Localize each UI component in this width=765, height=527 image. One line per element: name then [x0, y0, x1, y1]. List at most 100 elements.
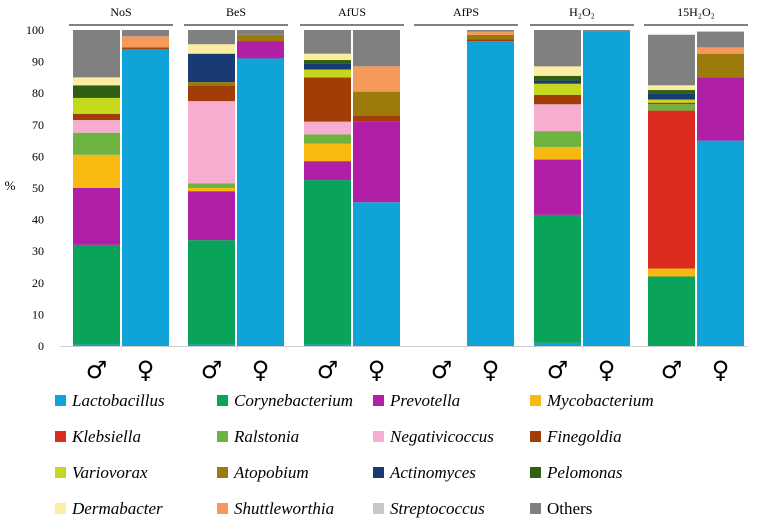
bar-segment-lactobacillus [304, 344, 351, 346]
bar-segment-variovorax [648, 99, 695, 103]
legend-swatch [373, 503, 384, 514]
male-symbol: ♂ [317, 356, 339, 384]
bar-segment-mycobacterium [188, 188, 235, 192]
bar-segment-lactobacillus [697, 140, 744, 346]
bar-segment-actinomyces [188, 53, 235, 83]
male-symbol: ♂ [547, 356, 569, 384]
bar-segment-klebsiella [648, 110, 695, 269]
bar-segment-pelomonas [648, 90, 695, 94]
bar-segment-negativicoccus [304, 121, 351, 135]
female-symbol: ♀ [482, 356, 500, 384]
male-symbol: ♂ [661, 356, 683, 384]
y-tick-label: 0 [38, 339, 44, 353]
legend-swatch [530, 503, 541, 514]
bar-segment-ralstonia [648, 104, 695, 111]
legend-label: Actinomyces [389, 463, 476, 482]
bar-segment-mycobacterium [648, 268, 695, 277]
bar-segment-ralstonia [534, 131, 581, 147]
bar-segment-variovorax [534, 83, 581, 95]
bar-segment-negativicoccus [73, 120, 120, 133]
bar-segment-variovorax [73, 97, 120, 114]
group-title: 15H₂O₂ [677, 5, 715, 19]
bar-segment-corynebacterium [304, 180, 351, 345]
bar-segment-lactobacillus [467, 41, 514, 347]
bar-segment-lactobacillus [583, 31, 630, 347]
y-tick-label: 30 [32, 244, 44, 258]
bar-segment-prevotella [188, 191, 235, 241]
y-axis-label: % [5, 178, 16, 193]
bar-segment-actinomyces [534, 80, 581, 84]
female-symbol: ♀ [137, 356, 155, 384]
bar-segment-shuttleworthia [122, 36, 169, 48]
legend-swatch [55, 431, 66, 442]
bar-segment-prevotella [534, 159, 581, 215]
legend-swatch [217, 395, 228, 406]
legend-swatch [373, 467, 384, 478]
bar-segment-corynebacterium [73, 244, 120, 345]
bar-segment-others [237, 30, 284, 35]
bar-segment-finegoldia [648, 102, 695, 105]
bar-segment-atopobium [237, 34, 284, 42]
male-symbol: ♂ [431, 356, 453, 384]
group-headers: NoS BeS AfUS AfPS H₂O₂ 15H₂O₂ [69, 5, 748, 26]
legend-swatch [217, 431, 228, 442]
bar-segment-others [304, 30, 351, 54]
legend-label: Streptococcus [390, 499, 485, 518]
bar-segment-pelomonas [534, 75, 581, 81]
bar-segment-prevotella [697, 77, 744, 141]
bar-segment-lactobacillus [534, 342, 581, 346]
y-tick-label: 70 [32, 118, 44, 132]
legend-label: Dermabacter [71, 499, 163, 518]
legend-swatch [373, 431, 384, 442]
bar-segment-finegoldia [353, 115, 400, 122]
legend-label: Others [547, 499, 592, 518]
bar-segment-dermabacter [304, 53, 351, 61]
bar-segment-others [122, 30, 169, 37]
female-symbol: ♀ [368, 356, 386, 384]
legend-label: Variovorax [72, 463, 148, 482]
bar-segment-others [467, 30, 514, 32]
bar-segment-prevotella [304, 161, 351, 181]
female-symbol: ♀ [712, 356, 730, 384]
bar-segment-prevotella [73, 188, 120, 245]
y-tick-label: 60 [32, 149, 44, 163]
y-axis: 0 10 20 30 40 50 60 70 80 90 100% [5, 23, 44, 353]
bar-segment-finegoldia [122, 47, 169, 49]
bars [60, 30, 748, 347]
legend-swatch [530, 395, 541, 406]
y-tick-label: 20 [32, 276, 44, 290]
bar-segment-lactobacillus [353, 202, 400, 346]
legend-label: Corynebacterium [234, 391, 353, 410]
bar-segment-dermabacter [648, 85, 695, 91]
bar-segment-shuttleworthia [697, 47, 744, 54]
y-tick-label: 10 [32, 307, 44, 321]
bar-segment-prevotella [353, 121, 400, 203]
bar-segment-pelomonas [304, 60, 351, 64]
legend-swatch [55, 467, 66, 478]
bar-segment-others [534, 30, 581, 67]
bar-segment-others [188, 30, 235, 45]
bar-segment-shuttleworthia [353, 66, 400, 92]
bar-segment-actinomyces [648, 93, 695, 100]
bar-segment-shuttleworthia [467, 31, 514, 35]
legend-label: Mycobacterium [546, 391, 654, 410]
bar-segment-variovorax [304, 69, 351, 78]
male-symbol: ♂ [86, 356, 108, 384]
bar-segment-pelomonas [73, 85, 120, 98]
legend-swatch [55, 503, 66, 514]
bar-segment-atopobium [353, 91, 400, 116]
bar-segment-lactobacillus [73, 344, 120, 346]
bar-segment-mycobacterium [534, 146, 581, 160]
bar-segment-mycobacterium [73, 154, 120, 188]
legend-label: Finegoldia [546, 427, 622, 446]
group-title: H₂O₂ [569, 5, 595, 19]
bar-segment-negativicoccus [188, 101, 235, 184]
male-symbol: ♂ [201, 356, 223, 384]
bar-segment-ralstonia [73, 132, 120, 155]
bar-segment-dermabacter [73, 77, 120, 86]
bar-segment-others [583, 30, 630, 32]
bar-segment-others [697, 31, 744, 48]
group-title: AfPS [453, 5, 479, 19]
y-tick-label: 40 [32, 213, 44, 227]
